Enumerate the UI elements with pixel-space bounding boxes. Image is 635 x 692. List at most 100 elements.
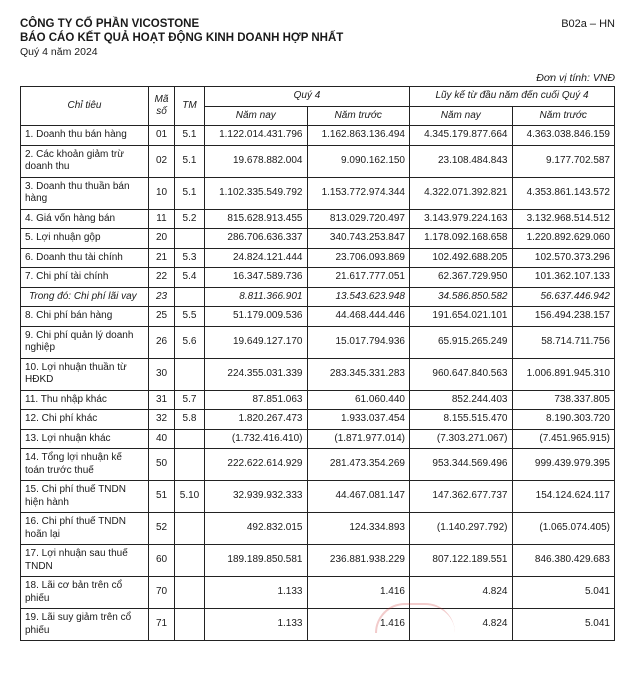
row-code: 11 <box>149 209 175 229</box>
cell-value: 44.467.081.147 <box>307 481 410 513</box>
table-row: 18. Lãi cơ bản trên cổ phiếu701.1331.416… <box>21 577 615 609</box>
row-tm: 5.5 <box>175 307 205 327</box>
cell-value: 738.337.805 <box>512 390 615 410</box>
cell-value: 21.617.777.051 <box>307 268 410 288</box>
cell-value: 9.090.162.150 <box>307 145 410 177</box>
row-tm: 5.7 <box>175 390 205 410</box>
row-code: 40 <box>149 429 175 449</box>
col-y-prev-year: Năm trước <box>512 106 615 126</box>
row-label: 11. Thu nhập khác <box>21 390 149 410</box>
cell-value: (1.732.416.410) <box>205 429 308 449</box>
table-row: 8. Chi phí bán hàng255.551.179.009.53644… <box>21 307 615 327</box>
cell-value: 852.244.403 <box>410 390 513 410</box>
cell-value: 191.654.021.101 <box>410 307 513 327</box>
table-row: 10. Lợi nhuận thuần từ HĐKD30224.355.031… <box>21 358 615 390</box>
row-label: 18. Lãi cơ bản trên cổ phiếu <box>21 577 149 609</box>
cell-value: 8.190.303.720 <box>512 410 615 430</box>
row-label: 19. Lãi suy giảm trên cổ phiếu <box>21 609 149 641</box>
row-code: 21 <box>149 248 175 268</box>
row-code: 30 <box>149 358 175 390</box>
cell-value: 281.473.354.269 <box>307 449 410 481</box>
company-name: CÔNG TY CỔ PHẦN VICOSTONE <box>20 18 343 30</box>
cell-value: 1.133 <box>205 577 308 609</box>
row-label: 6. Doanh thu tài chính <box>21 248 149 268</box>
cell-value: 56.637.446.942 <box>512 287 615 307</box>
row-code: 60 <box>149 545 175 577</box>
report-title: BÁO CÁO KẾT QUẢ HOẠT ĐỘNG KINH DOANH HỢP… <box>20 32 343 44</box>
cell-value: 61.060.440 <box>307 390 410 410</box>
cell-value: 147.362.677.737 <box>410 481 513 513</box>
table-row: 11. Thu nhập khác315.787.851.06361.060.4… <box>21 390 615 410</box>
cell-value: 13.543.623.948 <box>307 287 410 307</box>
cell-value: 340.743.253.847 <box>307 229 410 249</box>
row-tm <box>175 545 205 577</box>
cell-value: 1.220.892.629.060 <box>512 229 615 249</box>
row-code: 02 <box>149 145 175 177</box>
col-indicator: Chỉ tiêu <box>21 87 149 126</box>
cell-value: 189.189.850.581 <box>205 545 308 577</box>
table-head: Chỉ tiêu Mã số TM Quý 4 Lũy kế từ đầu nă… <box>21 87 615 126</box>
col-q-prev-year: Năm trước <box>307 106 410 126</box>
cell-value: 236.881.938.229 <box>307 545 410 577</box>
table-row: 13. Lợi nhuận khác40(1.732.416.410)(1.87… <box>21 429 615 449</box>
cell-value: 4.322.071.392.821 <box>410 177 513 209</box>
unit-label: Đơn vị tính: VNĐ <box>20 72 615 84</box>
row-code: 71 <box>149 609 175 641</box>
cell-value: 1.133 <box>205 609 308 641</box>
cell-value: 102.492.688.205 <box>410 248 513 268</box>
row-code: 31 <box>149 390 175 410</box>
cell-value: 62.367.729.950 <box>410 268 513 288</box>
col-q-this-year: Năm nay <box>205 106 308 126</box>
cell-value: 1.122.014.431.796 <box>205 126 308 146</box>
table-row: 9. Chi phí quản lý doanh nghiệp265.619.6… <box>21 326 615 358</box>
table-row: 17. Lợi nhuận sau thuế TNDN60189.189.850… <box>21 545 615 577</box>
cell-value: 1.006.891.945.310 <box>512 358 615 390</box>
row-code: 50 <box>149 449 175 481</box>
table-row: 6. Doanh thu tài chính215.324.824.121.44… <box>21 248 615 268</box>
cell-value: 9.177.702.587 <box>512 145 615 177</box>
cell-value: (1.065.074.405) <box>512 513 615 545</box>
cell-value: 286.706.636.337 <box>205 229 308 249</box>
cell-value: 4.363.038.846.159 <box>512 126 615 146</box>
row-label: Trong đó: Chi phí lãi vay <box>21 287 149 307</box>
row-label: 8. Chi phí bán hàng <box>21 307 149 327</box>
row-label: 1. Doanh thu bán hàng <box>21 126 149 146</box>
row-tm: 5.10 <box>175 481 205 513</box>
row-tm <box>175 449 205 481</box>
cell-value: 8.811.366.901 <box>205 287 308 307</box>
cell-value: 224.355.031.339 <box>205 358 308 390</box>
row-code: 23 <box>149 287 175 307</box>
row-tm <box>175 429 205 449</box>
row-tm: 5.8 <box>175 410 205 430</box>
cell-value: 19.678.882.004 <box>205 145 308 177</box>
cell-value: (1.140.297.792) <box>410 513 513 545</box>
row-label: 4. Giá vốn hàng bán <box>21 209 149 229</box>
table-row: Trong đó: Chi phí lãi vay23 8.811.366.901… <box>21 287 615 307</box>
row-tm <box>175 229 205 249</box>
cell-value: 5.041 <box>512 577 615 609</box>
cell-value: 283.345.331.283 <box>307 358 410 390</box>
row-tm <box>175 609 205 641</box>
cell-value: 1.178.092.168.658 <box>410 229 513 249</box>
row-label: 12. Chi phí khác <box>21 410 149 430</box>
row-label: 2. Các khoản giảm trừ doanh thu <box>21 145 149 177</box>
row-code: 70 <box>149 577 175 609</box>
table-row: 7. Chi phí tài chính225.416.347.589.7362… <box>21 268 615 288</box>
table-row: 2. Các khoản giảm trừ doanh thu025.119.6… <box>21 145 615 177</box>
row-code: 52 <box>149 513 175 545</box>
income-statement-table: Chỉ tiêu Mã số TM Quý 4 Lũy kế từ đầu nă… <box>20 86 615 641</box>
cell-value: 1.416 <box>307 609 410 641</box>
row-label: 16. Chi phí thuế TNDN hoãn lại <box>21 513 149 545</box>
row-code: 01 <box>149 126 175 146</box>
table-row: 3. Doanh thu thuần bán hàng105.11.102.33… <box>21 177 615 209</box>
cell-value: 4.824 <box>410 609 513 641</box>
table-row: 1. Doanh thu bán hàng015.11.122.014.431.… <box>21 126 615 146</box>
cell-value: 34.586.850.582 <box>410 287 513 307</box>
cell-value: 23.108.484.843 <box>410 145 513 177</box>
cell-value: 124.334.893 <box>307 513 410 545</box>
row-label: 3. Doanh thu thuần bán hàng <box>21 177 149 209</box>
cell-value: 65.915.265.249 <box>410 326 513 358</box>
row-tm: 5.6 <box>175 326 205 358</box>
cell-value: 999.439.979.395 <box>512 449 615 481</box>
cell-value: 1.162.863.136.494 <box>307 126 410 146</box>
